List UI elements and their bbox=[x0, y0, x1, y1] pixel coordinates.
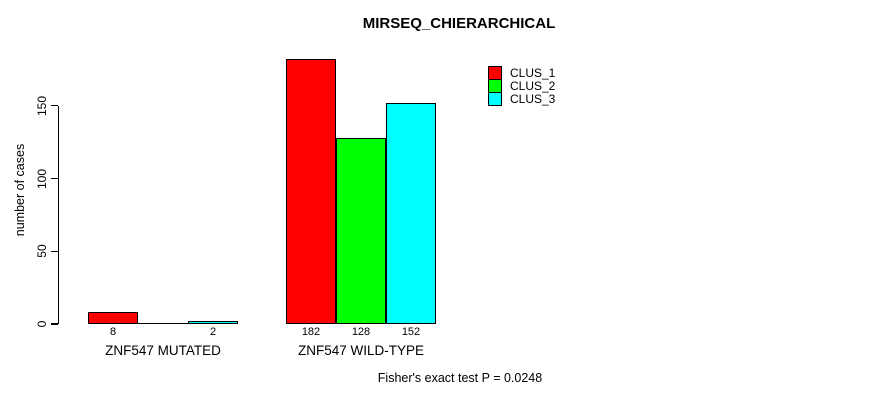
bar bbox=[286, 59, 336, 324]
legend: CLUS_1 CLUS_2 CLUS_3 bbox=[488, 65, 556, 107]
legend-swatch bbox=[488, 65, 502, 80]
y-tick-mark bbox=[51, 177, 58, 180]
y-tick-label: 0 bbox=[35, 320, 49, 328]
y-tick-mark bbox=[51, 250, 58, 252]
bar bbox=[88, 312, 138, 324]
y-tick-label: 150 bbox=[35, 95, 49, 116]
bar bbox=[336, 137, 386, 324]
y-tick-mark bbox=[51, 105, 58, 107]
bar-value-label: 182 bbox=[301, 326, 321, 338]
legend-item: CLUS_2 bbox=[488, 79, 556, 94]
bar-zero-line bbox=[138, 322, 188, 324]
legend-swatch bbox=[488, 92, 502, 107]
y-axis-label: number of cases bbox=[13, 143, 27, 237]
legend-swatch bbox=[488, 79, 502, 94]
legend-label: CLUS_3 bbox=[510, 92, 556, 107]
bar-value-label: 8 bbox=[109, 326, 117, 338]
chart-title: MIRSEQ_CHIERARCHICAL bbox=[362, 15, 556, 32]
y-axis-line bbox=[58, 105, 60, 324]
bar-value-label: 2 bbox=[209, 326, 217, 338]
legend-item: CLUS_3 bbox=[488, 92, 556, 107]
bar-value-label: 152 bbox=[401, 326, 421, 338]
y-tick-label: 50 bbox=[35, 244, 49, 258]
legend-label: CLUS_2 bbox=[510, 79, 556, 94]
bar-value-label: 128 bbox=[351, 326, 371, 338]
category-label: ZNF547 MUTATED bbox=[105, 342, 221, 358]
y-tick-label: 100 bbox=[35, 168, 49, 189]
bar bbox=[386, 102, 436, 324]
y-tick-mark bbox=[51, 323, 58, 325]
legend-item: CLUS_1 bbox=[488, 65, 556, 80]
category-label: ZNF547 WILD-TYPE bbox=[297, 342, 425, 358]
annotation-text: Fisher's exact test P = 0.0248 bbox=[377, 371, 543, 385]
bar bbox=[188, 321, 238, 324]
legend-label: CLUS_1 bbox=[510, 65, 556, 80]
